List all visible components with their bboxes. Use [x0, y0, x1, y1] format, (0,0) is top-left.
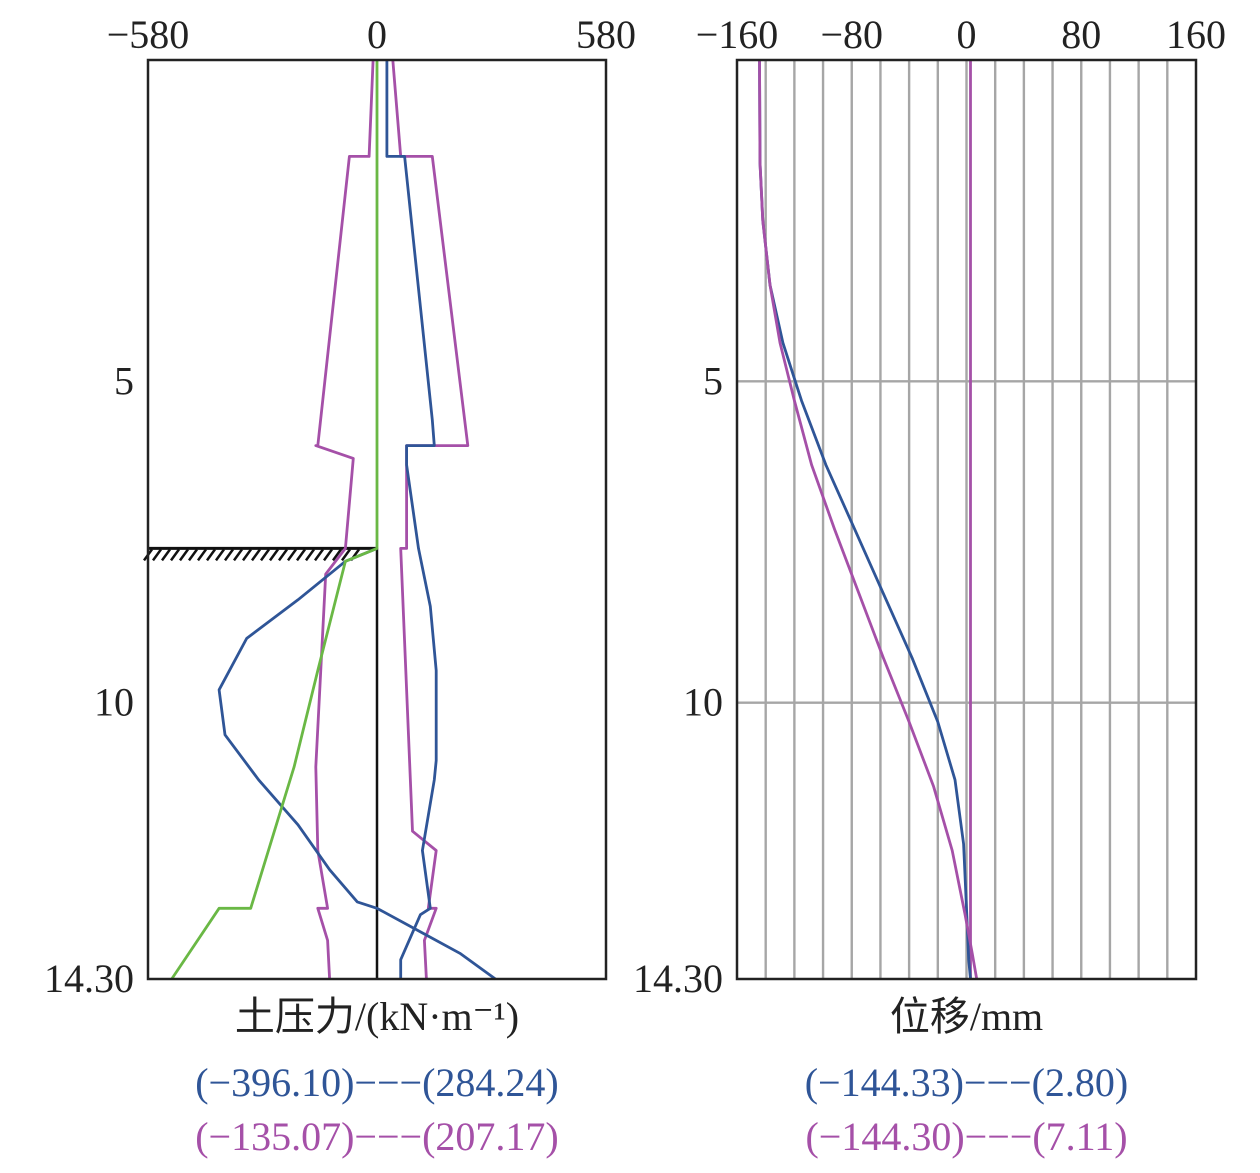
hatch-mark: [187, 548, 199, 562]
hatch-mark: [232, 548, 244, 562]
hatch-mark: [295, 548, 307, 562]
series-group: [758, 59, 979, 980]
axis-ticks: −160 −80 0 80 160 5 10 14.30: [633, 12, 1226, 1001]
y-tick-label: 10: [94, 680, 134, 725]
x-tick-label: −580: [107, 12, 190, 57]
plot-frame: [735, 58, 1198, 981]
hatch-mark: [259, 548, 271, 562]
x-axis-label: 土压力/(kN·m⁻¹): [235, 994, 519, 1039]
x-tick-label: 0: [957, 12, 977, 57]
hatch-mark: [223, 548, 235, 562]
hatch-mark: [178, 548, 190, 562]
range-label-purple: (−135.07)−−−(207.17): [195, 1114, 559, 1159]
hatch-mark: [268, 548, 280, 562]
x-tick-label: 160: [1166, 12, 1226, 57]
hatch-mark: [340, 548, 352, 562]
hatch-mark: [250, 548, 262, 562]
series-line-3: [217, 547, 497, 981]
range-label-purple: (−144.30)−−−(7.11): [805, 1114, 1127, 1159]
x-tick-label: −160: [696, 12, 779, 57]
grid-lines: [737, 60, 1196, 979]
hatch-mark: [304, 548, 316, 562]
series-line-0: [314, 59, 375, 980]
hatch-mark: [151, 548, 163, 562]
range-label-blue: (−144.33)−−−(2.80): [805, 1060, 1129, 1105]
earth-pressure-chart: −580 0 580 5 10 14.30 土压力/(kN·m⁻¹) (−396.10)−…: [44, 12, 636, 1159]
hatch-mark: [241, 548, 253, 562]
hatch-mark: [205, 548, 217, 562]
excavation-marker: [142, 546, 379, 979]
hatch-mark: [331, 548, 343, 562]
hatch-mark: [160, 548, 172, 562]
x-tick-label: 580: [576, 12, 636, 57]
displacement-chart: −160 −80 0 80 160 5 10 14.30 位移/mm (−144.33)−−−…: [633, 12, 1226, 1159]
series-line-4: [170, 60, 379, 980]
hatch-mark: [313, 548, 325, 562]
x-axis-label: 位移/mm: [890, 994, 1043, 1039]
x-tick-label: 80: [1061, 12, 1101, 57]
series-line-1: [391, 59, 470, 980]
range-label-blue: (−396.10)−−−(284.24): [195, 1060, 559, 1105]
hatch-mark: [214, 548, 226, 562]
y-tick-label: 14.30: [633, 956, 723, 1001]
series-line-2: [385, 60, 438, 979]
x-tick-label: 0: [367, 12, 387, 57]
hatch-mark: [169, 548, 181, 562]
series-line-2: [758, 59, 979, 980]
x-tick-label: −80: [820, 12, 883, 57]
y-tick-label: 10: [683, 680, 723, 725]
series-group: [170, 59, 497, 981]
hatch-mark: [286, 548, 298, 562]
y-tick-label: 5: [703, 358, 723, 403]
hatch-mark: [277, 548, 289, 562]
hatch-mark: [196, 548, 208, 562]
axis-ticks: −580 0 580 5 10 14.30: [44, 12, 636, 1001]
hatch-mark: [322, 548, 334, 562]
y-tick-label: 5: [114, 358, 134, 403]
y-tick-label: 14.30: [44, 956, 134, 1001]
plot-frame: [146, 58, 608, 981]
